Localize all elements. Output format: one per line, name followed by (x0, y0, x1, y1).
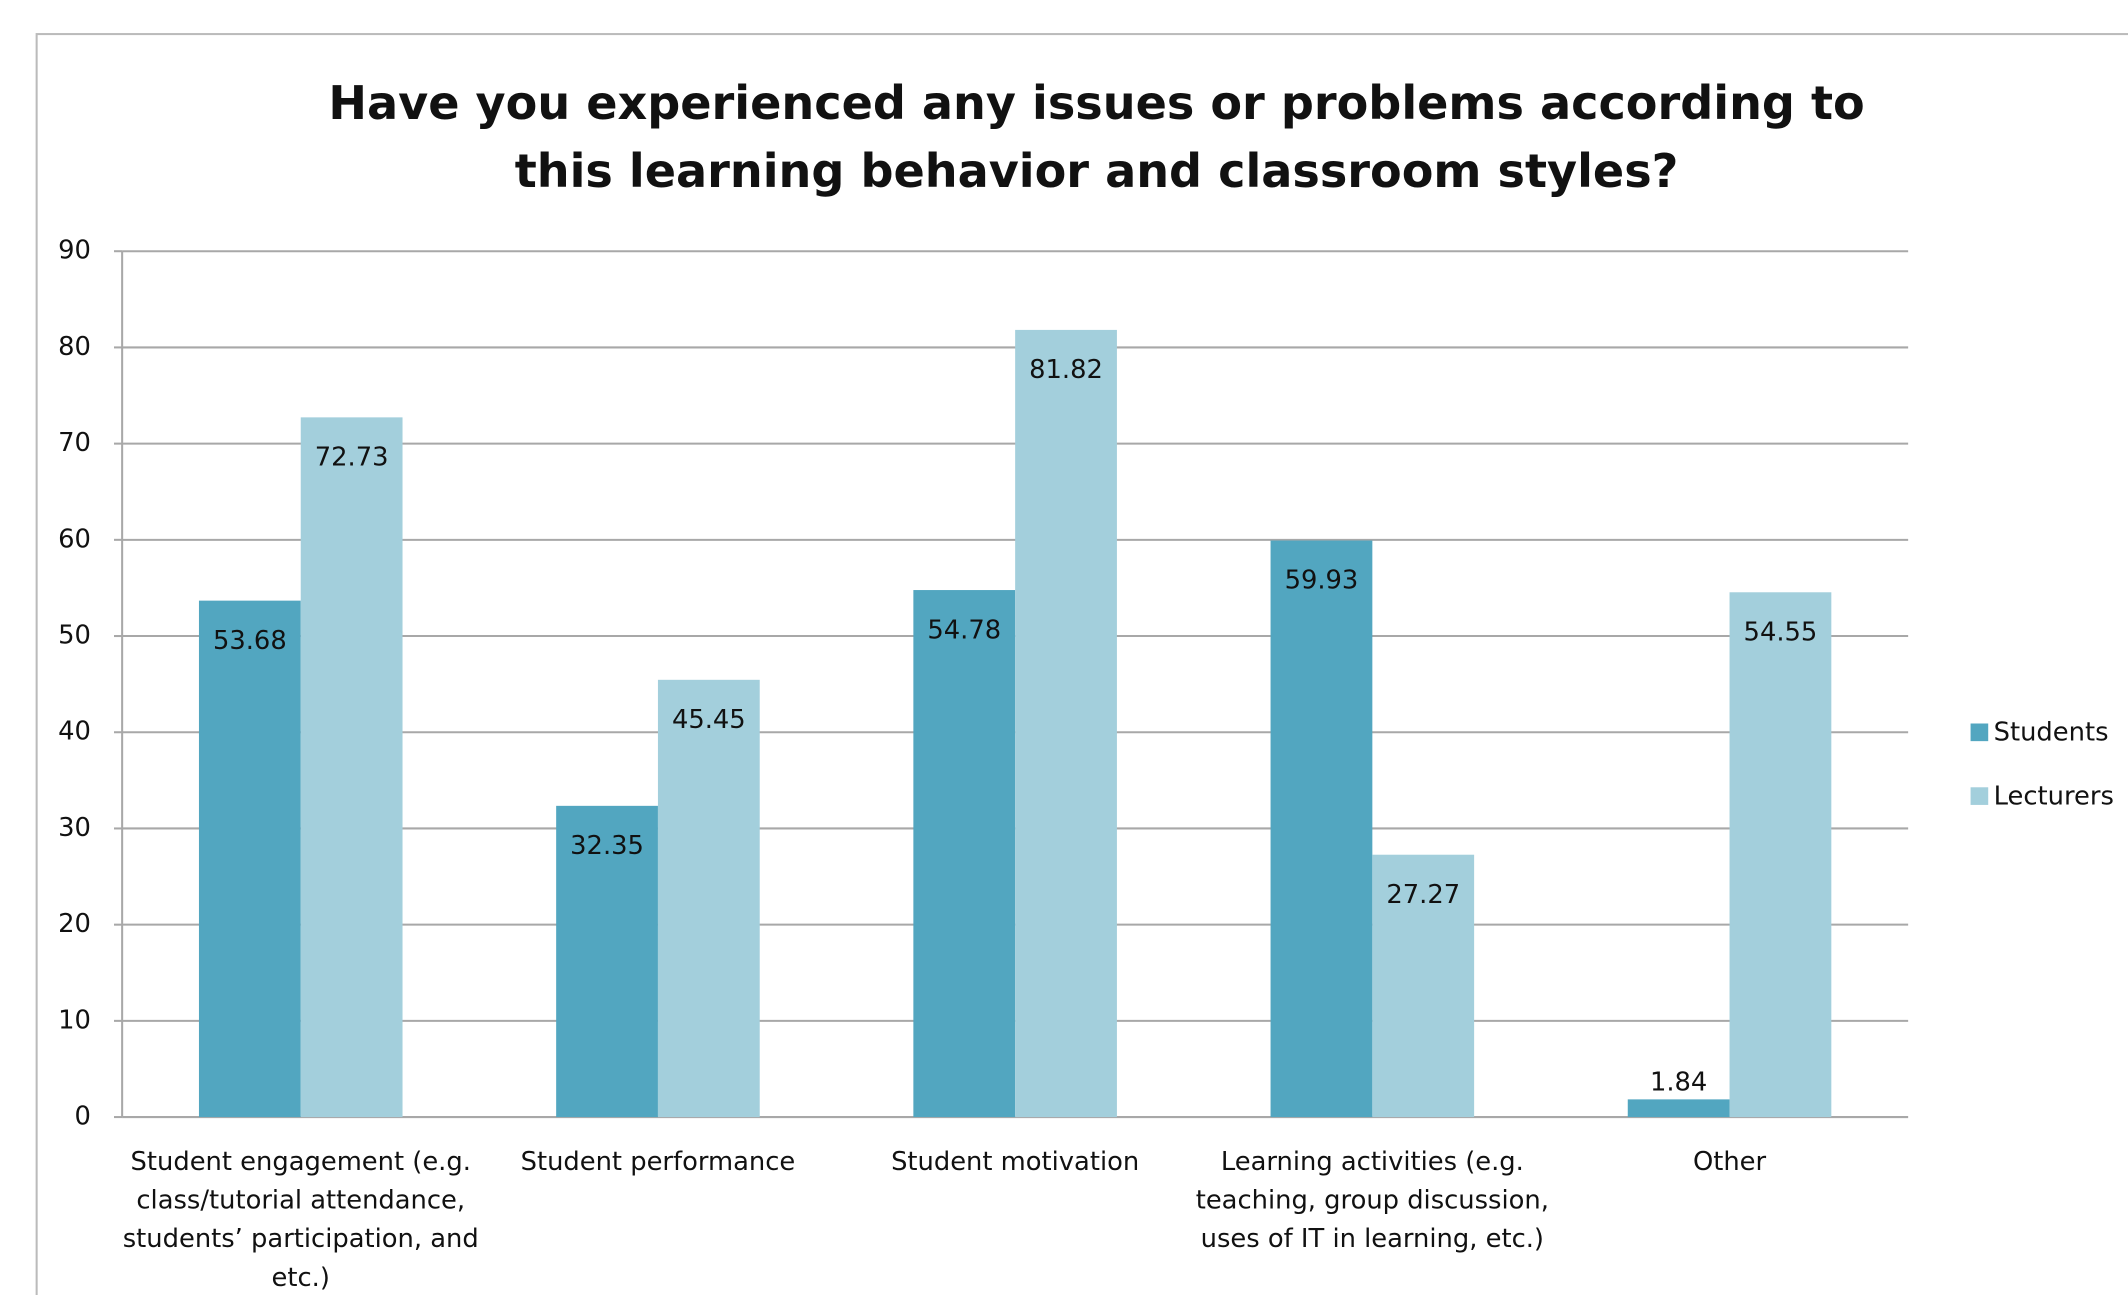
x-tick-label: Student motivation (891, 1146, 1139, 1176)
bar (1627, 1099, 1730, 1118)
data-label: 53.68 (213, 626, 287, 656)
bar (198, 600, 301, 1118)
x-tick-label: Student performance (521, 1146, 796, 1176)
legend-label: Lecturers (1994, 781, 2114, 811)
data-label: 45.45 (672, 705, 746, 735)
data-label: 72.73 (315, 443, 389, 473)
data-label: 1.84 (1650, 1068, 1707, 1098)
y-tick-label: 80 (58, 332, 91, 362)
bar (913, 590, 1016, 1118)
data-label: 27.27 (1386, 880, 1460, 910)
x-tick-label: Learning activities (e.g. teaching, group… (1196, 1146, 1549, 1253)
legend-swatch (1970, 787, 1989, 805)
x-tick-label: Other (1693, 1146, 1767, 1176)
y-tick-label: 70 (58, 428, 91, 458)
bar (1270, 540, 1373, 1118)
y-tick-label: 20 (58, 909, 91, 939)
bar (657, 679, 760, 1118)
y-tick-label: 60 (58, 524, 91, 554)
legend-label: Students (1994, 718, 2109, 748)
x-tick-label: Student engagement (e.g. class/tutorial a… (123, 1146, 479, 1292)
bar (556, 805, 658, 1118)
y-tick-label: 0 (75, 1102, 91, 1132)
data-label: 59.93 (1285, 566, 1359, 596)
chart-title: Have you experienced any issues or probl… (328, 76, 1864, 198)
data-label: 32.35 (570, 831, 644, 861)
bar (1372, 854, 1475, 1118)
bar (300, 417, 403, 1118)
data-label: 54.55 (1744, 617, 1818, 647)
data-label: 81.82 (1029, 355, 1103, 385)
y-tick-label: 90 (58, 236, 91, 266)
data-label: 54.78 (927, 615, 1001, 645)
y-tick-label: 30 (58, 813, 91, 843)
y-tick-label: 40 (58, 717, 91, 747)
bar (1729, 592, 1832, 1118)
y-tick-label: 50 (58, 621, 91, 651)
y-tick-label: 10 (58, 1005, 91, 1035)
legend-swatch (1970, 723, 1989, 742)
bar (1015, 329, 1117, 1118)
